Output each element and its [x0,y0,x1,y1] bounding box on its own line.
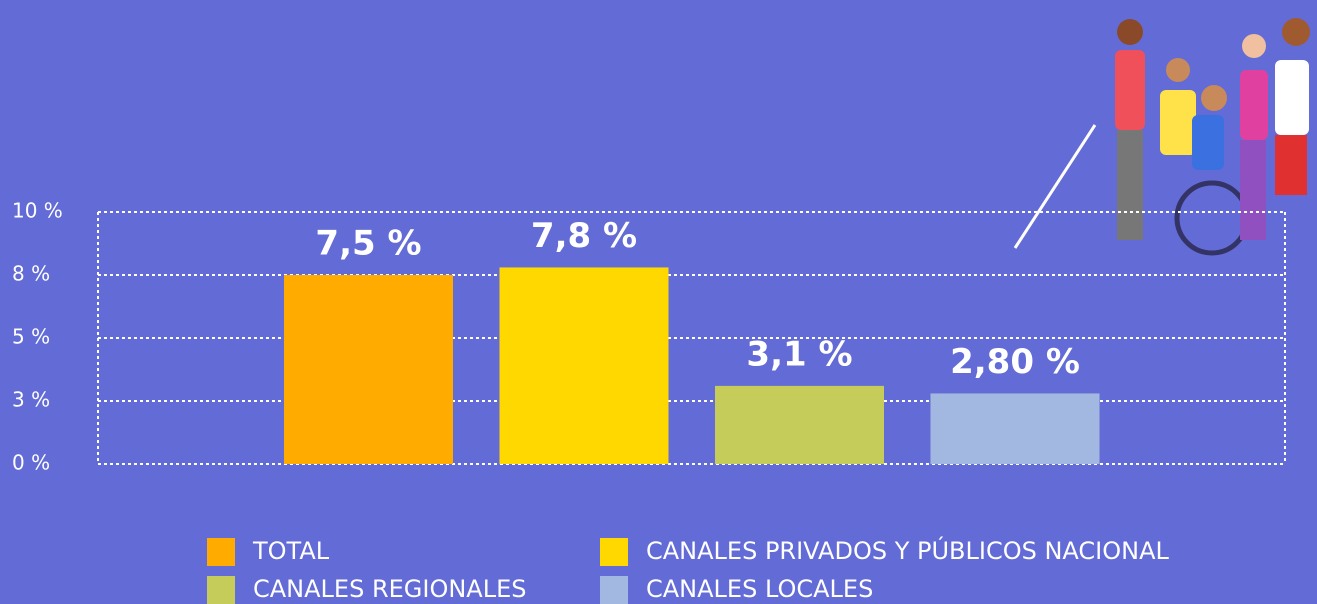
bar [284,275,453,464]
y-tick-label: 3 % [12,388,50,412]
legend-swatch [600,538,628,566]
legend-label: CANALES REGIONALES [253,575,527,603]
bar [499,267,669,464]
value-label: 7,8 % [531,216,637,256]
y-tick-label: 0 % [12,451,50,475]
legend-label: CANALES LOCALES [646,575,873,603]
legend-label: TOTAL [252,537,330,565]
value-label: 7,5 % [315,224,421,264]
legend-label: CANALES PRIVADOS Y PÚBLICOS NACIONAL [646,535,1170,565]
y-tick-label: 10 % [12,199,63,223]
value-label: 3,1 % [746,334,852,374]
legend-swatch [207,538,235,566]
illustration [1013,18,1310,256]
value-label: 2,80 % [950,342,1080,382]
bar [930,393,1100,464]
y-tick-label: 8 % [12,262,50,286]
bar [715,385,884,464]
legend-swatch [207,576,235,604]
y-tick-label: 5 % [12,325,50,349]
legend-swatch [600,576,628,604]
